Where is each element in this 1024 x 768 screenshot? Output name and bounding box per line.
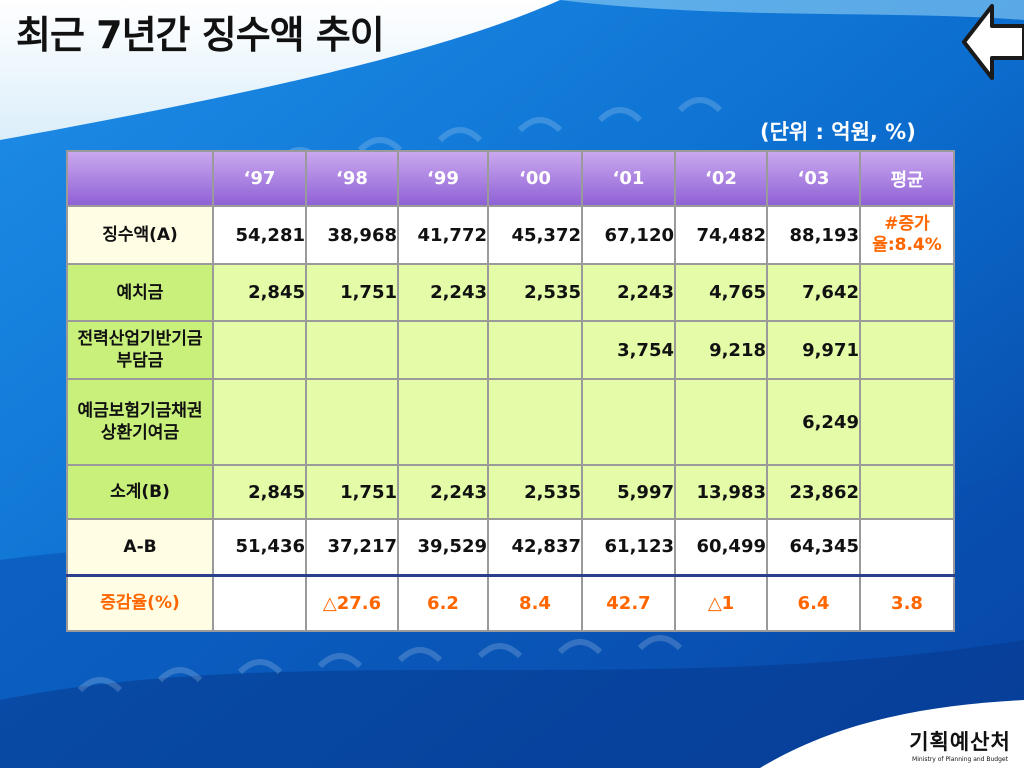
table-cell: [305, 320, 399, 380]
table-cell: 2,845: [212, 263, 307, 322]
table-cell: [212, 573, 307, 632]
table-cell: 51,436: [212, 518, 307, 576]
header-cell-year: ‘02: [674, 150, 768, 207]
row-label: 징수액(A): [66, 205, 214, 265]
unit-note: (단위 : 억원, %): [760, 120, 916, 144]
table-cell: 2,535: [487, 263, 583, 322]
table-cell: [305, 378, 399, 466]
table-cell: [581, 378, 676, 466]
table-cell: 2,845: [212, 464, 307, 520]
logo-name: 기획예산처: [909, 730, 1011, 754]
table-cell: [487, 378, 583, 466]
table-cell: 6,249: [766, 378, 861, 466]
table-cell: [397, 378, 489, 466]
header-cell-year: ‘99: [397, 150, 489, 207]
ministry-logo: 기획예산처 Ministry of Planning and Budget: [905, 726, 1015, 763]
table-cell: 67,120: [581, 205, 676, 265]
row-label: 증감율(%): [66, 573, 214, 632]
row-label: 전력산업기반기금부담금: [66, 320, 214, 380]
table-cell: 45,372: [487, 205, 583, 265]
table-row: 징수액(A) 54,281 38,968 41,772 45,372 67,12…: [66, 205, 955, 265]
table-cell: 6.2: [397, 573, 489, 632]
table-cell: 74,482: [674, 205, 768, 265]
page-title: 최근 7년간 징수액 추이: [16, 13, 385, 57]
table-header-row: ‘97 ‘98 ‘99 ‘00 ‘01 ‘02 ‘03 평균: [66, 150, 955, 207]
header-cell-corner: [66, 150, 214, 207]
table-cell: 54,281: [212, 205, 307, 265]
table-cell: 2,535: [487, 464, 583, 520]
row-label: 예치금: [66, 263, 214, 322]
table-cell: 42,837: [487, 518, 583, 576]
table-cell: 7,642: [766, 263, 861, 322]
table-cell: 9,971: [766, 320, 861, 380]
table-cell: 3,754: [581, 320, 676, 380]
average-cell: [859, 263, 955, 322]
table-row: 전력산업기반기금부담금 3,754 9,218 9,971: [66, 320, 955, 380]
average-cell: [859, 378, 955, 466]
table-row: 소계(B) 2,845 1,751 2,243 2,535 5,997 13,9…: [66, 464, 955, 520]
table-cell: 13,983: [674, 464, 768, 520]
row-label: 예금보험기금채권상환기여금: [66, 378, 214, 466]
table-cell: [487, 320, 583, 380]
table-cell: [212, 320, 307, 380]
table-cell: 61,123: [581, 518, 676, 576]
table-cell: 2,243: [397, 263, 489, 322]
table-row: 예치금 2,845 1,751 2,243 2,535 2,243 4,765 …: [66, 263, 955, 322]
header-cell-average: 평균: [859, 150, 955, 207]
header-cell-year: ‘03: [766, 150, 861, 207]
table-cell: 9,218: [674, 320, 768, 380]
table-cell: [674, 378, 768, 466]
table-cell: △1: [674, 573, 768, 632]
table-cell: 23,862: [766, 464, 861, 520]
table-row: 증감율(%) △27.6 6.2 8.4 42.7 △1 6.4 3.8: [66, 573, 955, 632]
table-cell: 60,499: [674, 518, 768, 576]
table-cell: 1,751: [305, 263, 399, 322]
average-cell: #증가율:8.4%: [859, 205, 955, 265]
row-label: A-B: [66, 518, 214, 576]
table-cell: 6.4: [766, 573, 861, 632]
collection-table: ‘97 ‘98 ‘99 ‘00 ‘01 ‘02 ‘03 평균 징수액(A) 54…: [66, 150, 955, 632]
average-cell: [859, 464, 955, 520]
table-cell: 39,529: [397, 518, 489, 576]
table-cell: [212, 378, 307, 466]
row-label: 소계(B): [66, 464, 214, 520]
average-cell: [859, 518, 955, 576]
table-cell: 88,193: [766, 205, 861, 265]
back-arrow-icon[interactable]: [958, 0, 1024, 84]
logo-subtitle: Ministry of Planning and Budget: [912, 756, 1008, 763]
table-cell: 1,751: [305, 464, 399, 520]
table-row: A-B 51,436 37,217 39,529 42,837 61,123 6…: [66, 518, 955, 576]
table-cell: 8.4: [487, 573, 583, 632]
table-cell: △27.6: [305, 573, 399, 632]
header-cell-year: ‘98: [305, 150, 399, 207]
table-cell: 37,217: [305, 518, 399, 576]
header-cell-year: ‘00: [487, 150, 583, 207]
table-cell: 64,345: [766, 518, 861, 576]
table-cell: 42.7: [581, 573, 676, 632]
table-cell: 5,997: [581, 464, 676, 520]
table-cell: 4,765: [674, 263, 768, 322]
average-cell: [859, 320, 955, 380]
table-cell: 2,243: [581, 263, 676, 322]
table-cell: [397, 320, 489, 380]
table-cell: 2,243: [397, 464, 489, 520]
average-cell: 3.8: [859, 573, 955, 632]
table-row: 예금보험기금채권상환기여금 6,249: [66, 378, 955, 466]
header-cell-year: ‘01: [581, 150, 676, 207]
table-cell: 38,968: [305, 205, 399, 265]
header-cell-year: ‘97: [212, 150, 307, 207]
table-cell: 41,772: [397, 205, 489, 265]
